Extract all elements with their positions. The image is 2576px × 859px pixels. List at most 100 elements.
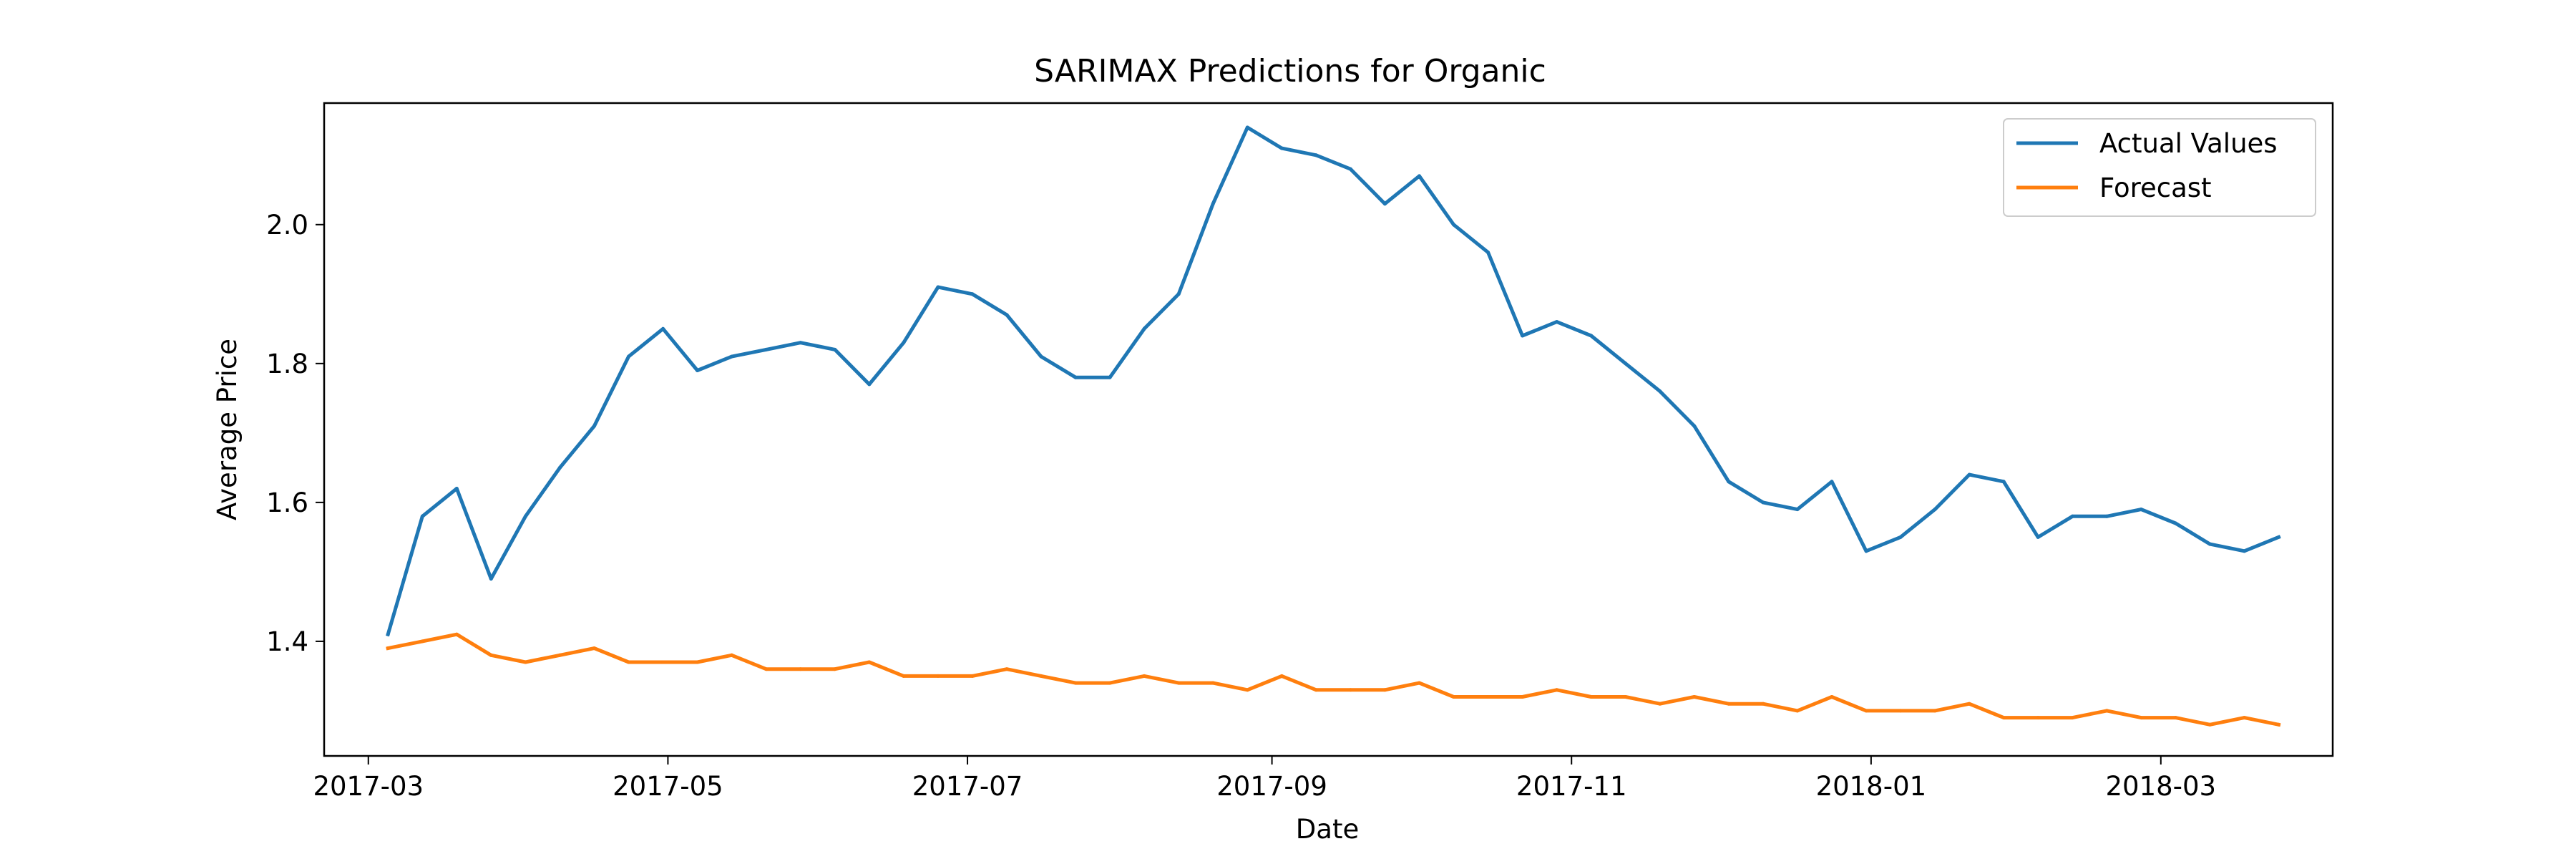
data-point-forecast	[1898, 709, 1903, 713]
series-actual-values	[386, 125, 2281, 637]
y-tick-label: 1.6	[266, 487, 308, 518]
data-point-actual-values	[1555, 320, 1559, 324]
data-point-actual-values	[1692, 424, 1697, 428]
x-tick-label: 2017-03	[313, 771, 424, 802]
data-point-forecast	[1692, 695, 1697, 699]
data-point-actual-values	[1589, 334, 1594, 338]
data-point-forecast	[1279, 674, 1284, 678]
data-point-actual-values	[970, 292, 975, 296]
data-point-forecast	[1005, 667, 1009, 671]
data-point-forecast	[1142, 674, 1146, 678]
y-axis-label: Average Price	[212, 339, 243, 520]
data-point-forecast	[386, 646, 390, 651]
data-point-actual-values	[1005, 313, 1009, 317]
data-point-forecast	[420, 639, 424, 644]
data-point-forecast	[1658, 702, 1662, 706]
y-tick-label: 1.8	[266, 349, 308, 379]
data-point-actual-values	[1245, 125, 1249, 130]
data-point-actual-values	[386, 632, 390, 636]
data-point-actual-values	[1314, 153, 1318, 157]
data-point-actual-values	[764, 347, 769, 351]
data-point-forecast	[696, 660, 700, 664]
data-point-actual-values	[1830, 480, 1834, 484]
data-point-actual-values	[867, 382, 872, 387]
series-line-actual-values	[386, 125, 2281, 637]
data-point-actual-values	[454, 487, 459, 490]
data-point-actual-values	[489, 577, 493, 581]
data-point-forecast	[2277, 722, 2280, 727]
data-point-forecast	[1967, 702, 1971, 706]
data-point-actual-values	[2001, 480, 2006, 484]
data-point-actual-values	[2207, 542, 2212, 546]
data-point-forecast	[2139, 716, 2143, 720]
data-point-forecast	[2104, 709, 2109, 713]
data-point-actual-values	[2104, 514, 2109, 518]
data-point-actual-values	[696, 369, 700, 372]
x-tick-label: 2017-07	[912, 771, 1023, 802]
data-point-actual-values	[936, 285, 940, 289]
data-point-actual-values	[2243, 549, 2246, 553]
data-point-actual-values	[1279, 146, 1284, 150]
data-point-forecast	[1452, 695, 1455, 699]
legend-label-forecast: Forecast	[2099, 173, 2212, 203]
data-point-forecast	[557, 653, 562, 657]
data-point-actual-values	[2036, 535, 2040, 539]
data-point-forecast	[730, 653, 734, 657]
data-point-actual-values	[1039, 354, 1043, 359]
data-point-forecast	[1176, 681, 1181, 685]
data-point-actual-values	[1727, 480, 1731, 484]
data-point-actual-values	[1211, 202, 1215, 206]
chart-title: SARIMAX Predictions for Organic	[1034, 53, 1546, 89]
data-point-forecast	[627, 660, 630, 664]
data-point-forecast	[592, 646, 596, 651]
data-point-actual-values	[1073, 375, 1078, 379]
data-point-actual-values	[1898, 535, 1903, 539]
data-point-forecast	[2036, 716, 2040, 720]
legend-label-actual-values: Actual Values	[2099, 128, 2278, 159]
x-axis: 2017-03 2017-05 2017-07 2017-09 2017-11 2018-…	[313, 756, 2216, 802]
data-point-actual-values	[2173, 521, 2177, 525]
data-point-actual-values	[1624, 361, 1628, 366]
data-point-forecast	[1761, 702, 1765, 706]
data-point-forecast	[833, 667, 837, 671]
data-point-actual-values	[799, 341, 803, 345]
series-line-forecast	[386, 632, 2281, 727]
data-point-forecast	[523, 660, 527, 664]
data-point-forecast	[661, 660, 665, 664]
data-point-actual-values	[1658, 389, 1662, 394]
data-point-actual-values	[1142, 326, 1146, 331]
x-tick-label: 2017-05	[613, 771, 723, 802]
data-point-forecast	[936, 674, 940, 678]
data-point-forecast	[1211, 681, 1215, 685]
data-point-forecast	[489, 653, 493, 657]
data-point-actual-values	[1452, 223, 1455, 227]
data-point-forecast	[1039, 674, 1043, 678]
data-point-actual-values	[1521, 334, 1525, 338]
data-point-forecast	[1486, 695, 1491, 699]
data-point-actual-values	[1348, 167, 1352, 171]
data-point-forecast	[1589, 695, 1594, 699]
data-point-forecast	[867, 660, 872, 664]
y-tick-label: 1.4	[266, 626, 308, 657]
data-point-forecast	[1727, 702, 1731, 706]
data-point-actual-values	[1864, 549, 1868, 553]
data-point-forecast	[1073, 681, 1078, 685]
data-point-actual-values	[1486, 251, 1491, 255]
x-tick-label: 2017-11	[1516, 771, 1627, 802]
plot-frame	[323, 102, 2334, 757]
data-point-forecast	[970, 674, 975, 678]
data-point-forecast	[1245, 688, 1249, 692]
data-point-forecast	[454, 632, 459, 636]
data-point-forecast	[764, 667, 769, 671]
data-point-actual-values	[730, 354, 734, 359]
data-point-actual-values	[1761, 500, 1765, 505]
data-point-actual-values	[833, 347, 837, 351]
data-point-forecast	[1795, 709, 1800, 713]
data-point-forecast	[1348, 688, 1352, 692]
series-layer	[386, 125, 2281, 727]
data-point-forecast	[1624, 695, 1628, 699]
data-point-forecast	[1830, 695, 1834, 699]
y-tick-label: 2.0	[266, 210, 308, 241]
data-point-actual-values	[1108, 375, 1112, 379]
